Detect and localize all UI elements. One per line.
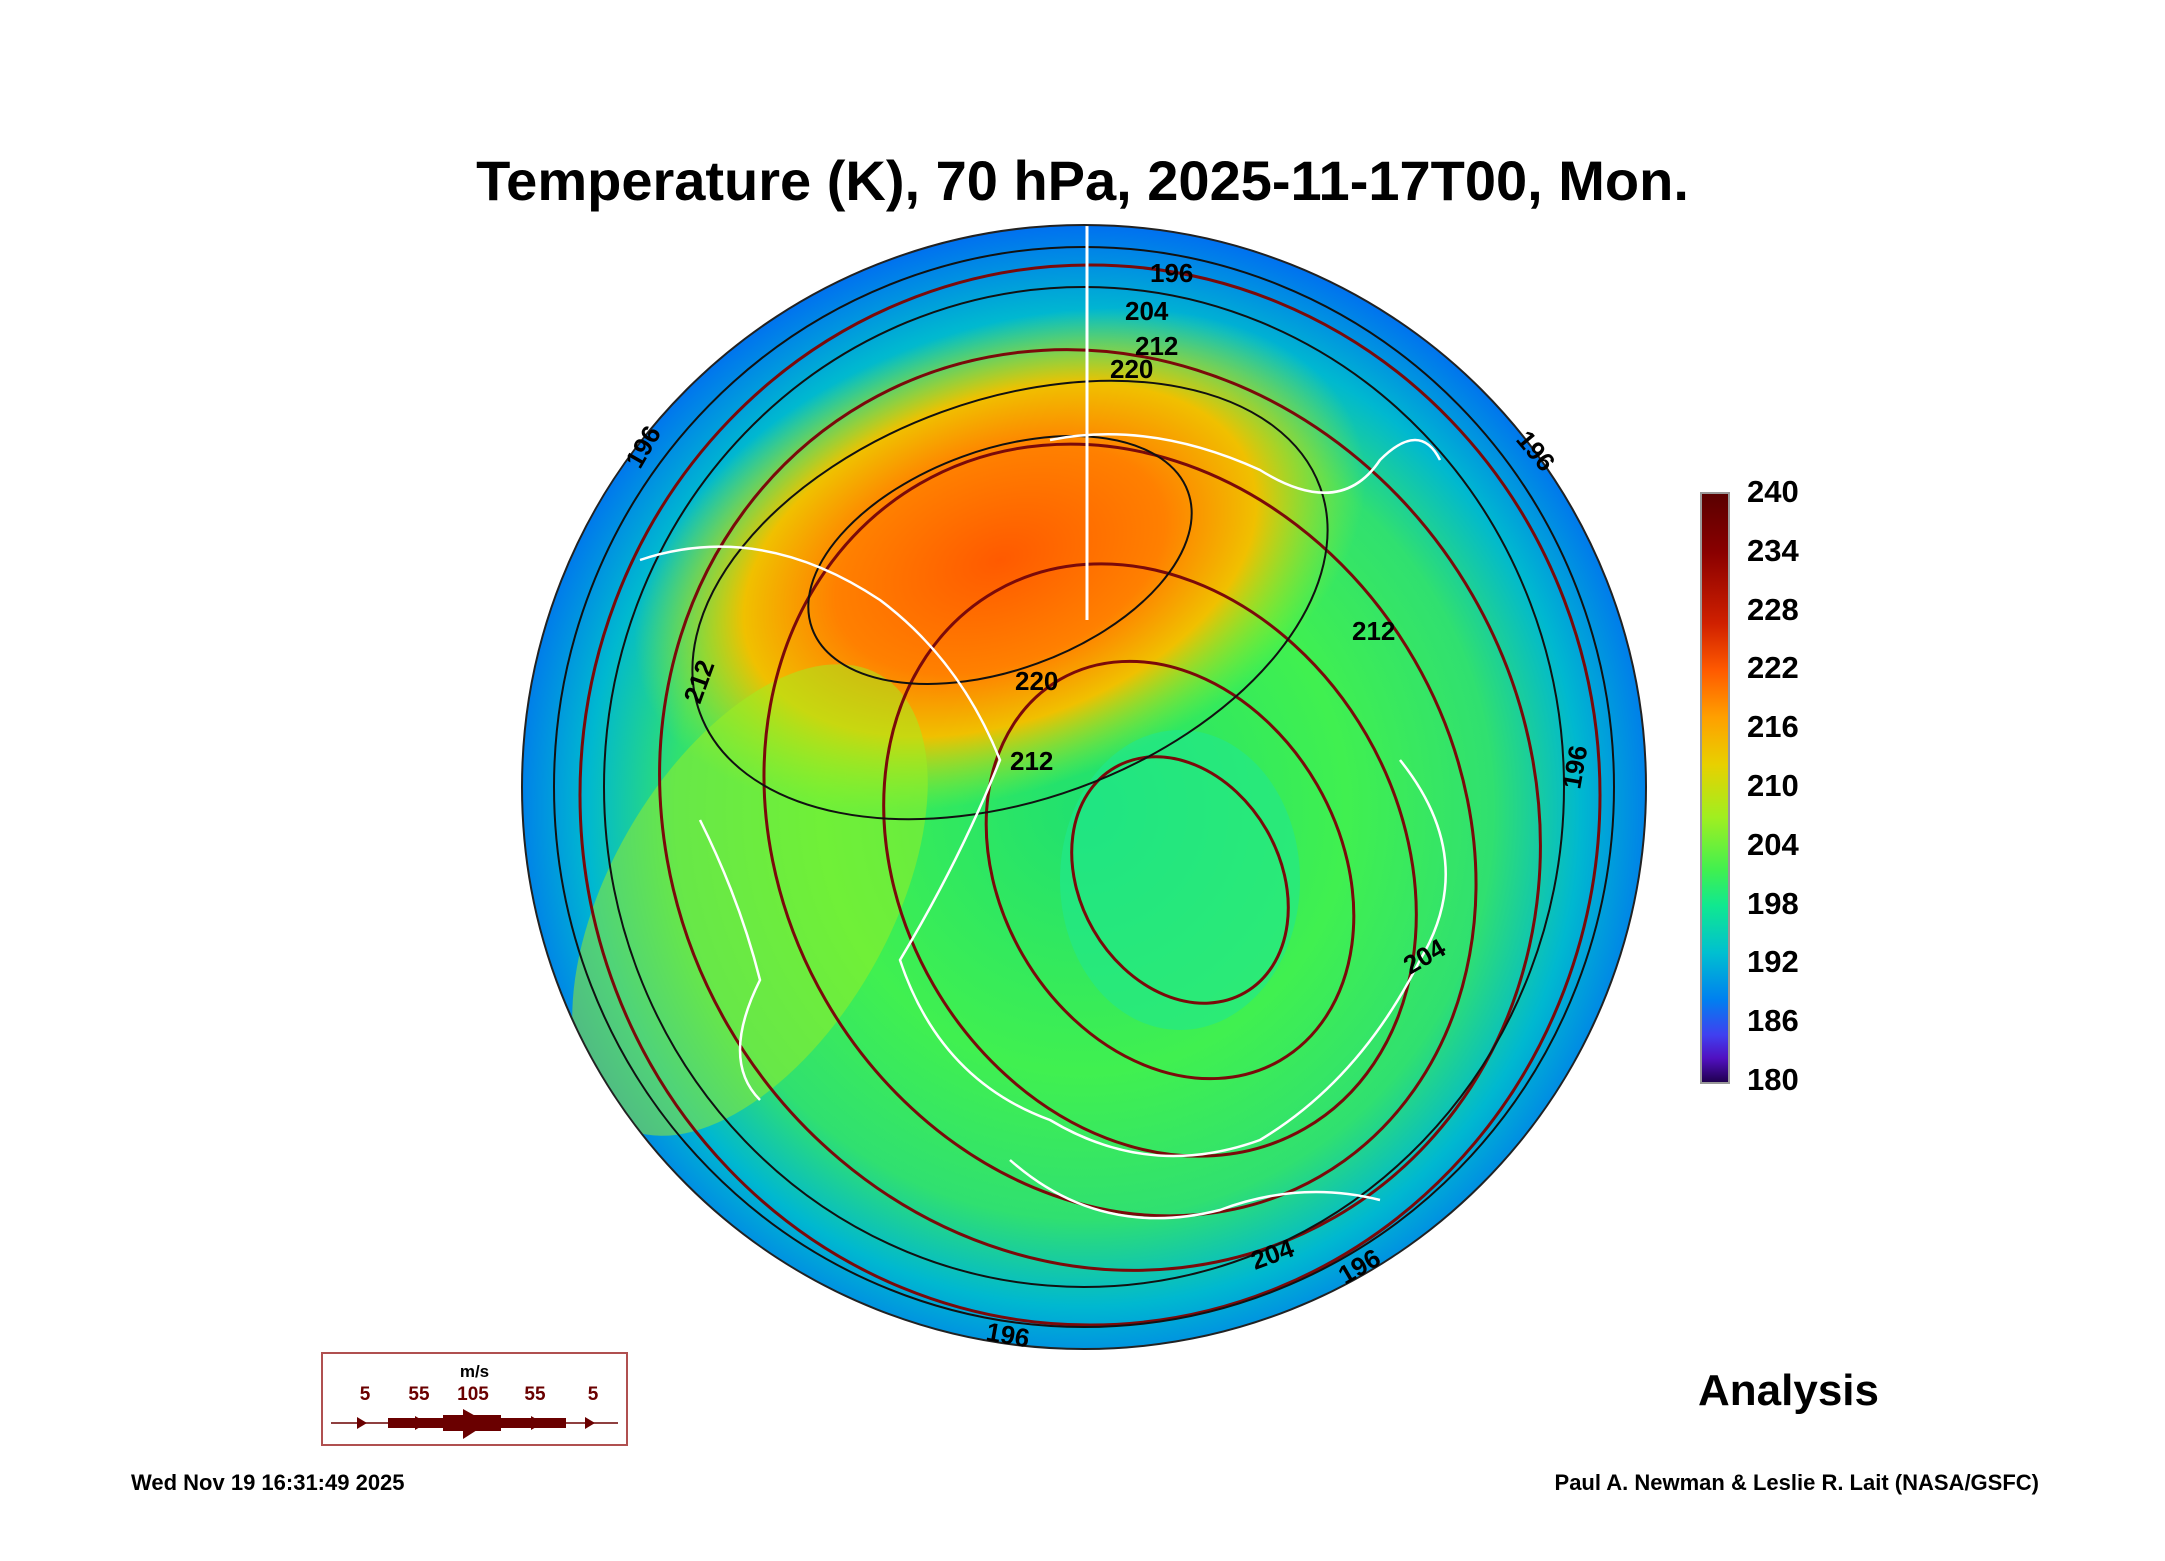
chart-title: Temperature (K), 70 hPa, 2025-11-17T00, … xyxy=(476,149,1689,212)
contour-label: 196 xyxy=(1150,258,1193,288)
wind-key-speed: 5 xyxy=(587,1384,599,1405)
colorbar-tick: 228 xyxy=(1747,592,1799,627)
wind-key-speed: 105 xyxy=(457,1384,489,1405)
contour-label: 212 xyxy=(1010,746,1053,776)
wind-key-speed: 55 xyxy=(408,1384,430,1405)
contour-label: 212 xyxy=(1352,616,1395,646)
colorbar-tick: 210 xyxy=(1747,768,1799,803)
contour-labels: 196 204 212 220 220 212 212 212 196 196 … xyxy=(619,258,1593,1353)
colorbar-tick: 204 xyxy=(1747,827,1799,862)
wind-speed-key: m/s 5 55 105 55 5 xyxy=(321,1352,628,1446)
wind-key-speed: 5 xyxy=(359,1384,371,1405)
credit: Paul A. Newman & Leslie R. Lait (NASA/GS… xyxy=(1554,1470,2039,1495)
contour-label: 212 xyxy=(1135,331,1178,361)
wind-key-unit: m/s xyxy=(459,1362,490,1381)
contour-label: 196 xyxy=(984,1316,1032,1353)
colorbar-tick: 186 xyxy=(1747,1003,1799,1038)
contour-label: 204 xyxy=(1125,296,1169,326)
colorbar-tick: 222 xyxy=(1747,650,1799,685)
globe-outline xyxy=(521,224,1647,1350)
colorbar-tick: 198 xyxy=(1747,886,1799,921)
wind-key-speed: 55 xyxy=(524,1384,546,1405)
contour-label: 196 xyxy=(1556,743,1593,791)
temperature-contours xyxy=(553,246,1615,1328)
colorbar-tick: 180 xyxy=(1747,1062,1799,1097)
colorbar xyxy=(1700,492,1730,1084)
colorbar-tick: 240 xyxy=(1747,474,1799,509)
timestamp: Wed Nov 19 16:31:49 2025 xyxy=(131,1470,405,1495)
contour-label: 220 xyxy=(1015,666,1058,696)
colorbar-tick: 192 xyxy=(1747,944,1799,979)
colorbar-tick: 216 xyxy=(1747,709,1799,744)
contour-label: 220 xyxy=(1110,354,1153,384)
streamlines xyxy=(578,263,1602,1327)
analysis-label: Analysis xyxy=(1698,1366,1879,1415)
colorbar-tick: 234 xyxy=(1747,533,1799,568)
wind-key-arrow xyxy=(331,1409,618,1439)
coastlines xyxy=(639,433,1447,1220)
